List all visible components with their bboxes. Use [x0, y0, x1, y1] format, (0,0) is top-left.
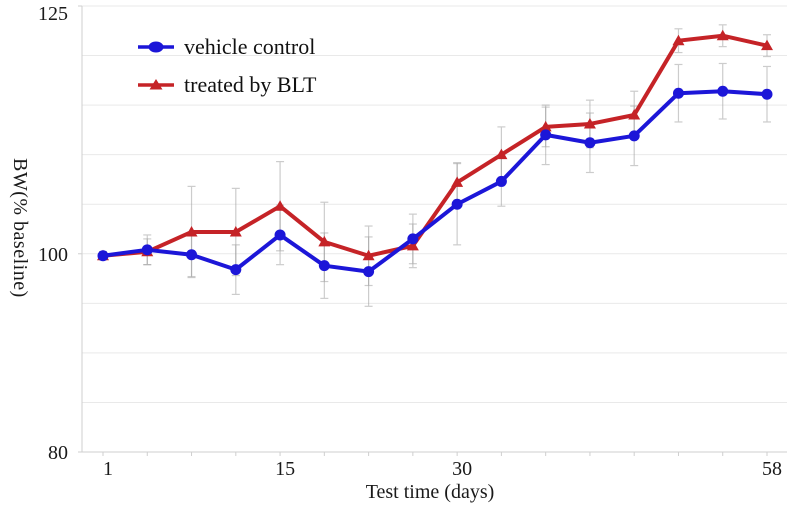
data-point-vehicle-control	[672, 87, 684, 99]
data-point-treated-by-blt	[451, 176, 464, 187]
x-tick-label: 1	[103, 458, 113, 480]
legend-label-vehicle-control: vehicle control	[184, 34, 316, 59]
data-point-vehicle-control	[717, 85, 729, 97]
data-point-treated-by-blt	[406, 239, 419, 251]
data-point-vehicle-control	[186, 249, 198, 261]
x-tick-label: 58	[762, 458, 782, 480]
data-point-treated-by-blt	[185, 225, 198, 237]
data-point-treated-by-blt	[229, 225, 242, 237]
data-point-vehicle-control	[407, 233, 419, 245]
data-point-vehicle-control	[363, 266, 375, 278]
data-point-treated-by-blt	[274, 200, 287, 211]
triangle-marker-icon	[138, 77, 174, 93]
data-point-vehicle-control	[495, 175, 507, 187]
data-point-vehicle-control	[97, 250, 109, 262]
y-tick-label: 125	[38, 3, 68, 25]
y-tick-label: 100	[38, 244, 68, 266]
data-point-treated-by-blt	[716, 29, 729, 41]
legend-label-treated-by-blt: treated by BLT	[184, 72, 317, 97]
y-tick-label: 80	[48, 442, 68, 464]
data-point-treated-by-blt	[628, 109, 641, 120]
legend: vehicle control treated by BLT	[138, 28, 316, 104]
data-point-vehicle-control	[628, 130, 640, 142]
y-axis-title: BW(% baseline)	[9, 158, 31, 298]
data-point-vehicle-control	[761, 88, 773, 100]
x-tick-label: 30	[452, 458, 472, 480]
data-point-vehicle-control	[584, 137, 596, 149]
legend-item-treated-by-blt: treated by BLT	[138, 66, 316, 104]
series-line-treated-by-blt	[101, 33, 769, 258]
data-point-treated-by-blt	[672, 34, 685, 46]
data-point-treated-by-blt	[318, 235, 331, 247]
data-point-treated-by-blt	[495, 148, 508, 160]
data-point-treated-by-blt	[539, 120, 552, 132]
data-point-vehicle-control	[141, 244, 153, 256]
data-point-vehicle-control	[318, 260, 330, 272]
data-point-vehicle-control	[274, 229, 286, 241]
data-point-treated-by-blt	[362, 249, 375, 261]
legend-item-vehicle-control: vehicle control	[138, 28, 316, 66]
data-point-vehicle-control	[451, 198, 463, 210]
data-point-treated-by-blt	[761, 39, 773, 51]
data-point-vehicle-control	[540, 129, 552, 141]
x-axis-title: Test time (days)	[365, 481, 495, 503]
data-point-vehicle-control	[230, 264, 242, 276]
circle-marker-icon	[138, 39, 174, 55]
series-line-vehicle-control	[101, 89, 769, 274]
data-point-treated-by-blt	[583, 117, 596, 129]
x-tick-label: 15	[275, 458, 295, 480]
